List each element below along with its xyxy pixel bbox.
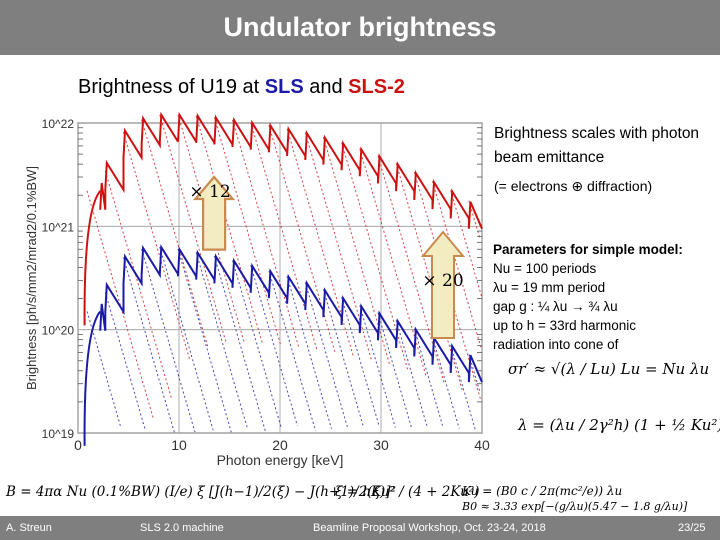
harmonic-curve	[322, 289, 364, 427]
ku-equation: Ku = (B0 c / 2π(mc²/e)) λu	[462, 484, 623, 498]
harmonic-curve	[195, 115, 264, 345]
harmonic-curve	[104, 292, 146, 430]
harmonic-curve	[468, 200, 481, 239]
harmonic-curve	[159, 114, 227, 344]
arrow-x20: × 20	[420, 230, 466, 339]
note-line1: Brightness scales with photon beam emitt…	[494, 125, 700, 166]
first-harmonic-sls	[83, 310, 102, 446]
arrow-x12-label: × 12	[189, 182, 230, 202]
y-tick-label: 10^22	[42, 117, 75, 131]
model-parameters: Parameters for simple model: Nu = 100 pe…	[493, 240, 715, 354]
slide-title-bar: Undulator brightness	[0, 0, 720, 55]
param-period-length: λu = 19 mm period	[493, 280, 606, 295]
slide-title: Undulator brightness	[223, 12, 497, 42]
param-periods: Nu = 100 periods	[493, 261, 597, 276]
harmonic-curve	[232, 260, 282, 429]
subtitle-sls2: SLS-2	[348, 76, 405, 98]
harmonic-curve	[123, 257, 176, 434]
subtitle-sls: SLS	[264, 76, 304, 98]
brightness-envelopes	[83, 111, 483, 446]
harmonic-curve	[195, 252, 248, 429]
x-tick-label: 20	[272, 437, 288, 453]
harmonic-curve	[450, 190, 483, 298]
y-tick-label: 10^21	[42, 220, 75, 234]
y-tick-label: 10^19	[42, 427, 75, 441]
harmonic-curve	[177, 248, 232, 433]
slide-footer: A. Streun SLS 2.0 machine Beamline Propo…	[0, 516, 720, 540]
b0-equation: B0 ≈ 3.33 exp[−(g/λu)(5.47 − 1.8 g/λu)]	[462, 500, 688, 513]
harmonic-curve	[86, 190, 155, 420]
emittance-note: Brightness scales with photon beam emitt…	[494, 122, 714, 198]
harmonic-curve	[413, 328, 444, 429]
formula-row: B = 4πα Nu (0.1%BW) (I/e) ξ [J(h−1)/2(ξ)…	[0, 474, 720, 514]
param-cone: radiation into cone of	[493, 337, 619, 352]
harmonic-curve	[432, 181, 482, 350]
param-gap: gap g : ¼ λu → ¾ λu	[493, 299, 618, 314]
harmonic-curve	[141, 119, 209, 349]
harmonic-curve	[359, 305, 396, 428]
footer-page: 23/25	[678, 522, 706, 534]
arrow-x12: × 12	[189, 175, 236, 251]
harmonic-curve	[232, 119, 300, 349]
harmonic-curve	[141, 248, 196, 433]
x-axis-label: Photon energy [keV]	[217, 452, 344, 468]
envelope-sls-2	[99, 111, 483, 230]
note-line2: (= electrons ⊕ diffraction)	[494, 178, 653, 194]
harmonic-curve	[395, 320, 428, 428]
brightness-chart: 0 10 20 30 40 10^19 10^20 10^21 10^22 Photon ene…	[24, 111, 490, 468]
footer-event: Beamline Proposal Workshop, Oct. 23-24, …	[313, 522, 546, 534]
harmonic-curve	[104, 170, 173, 400]
slide-subtitle: Brightness of U19 at SLS and SLS-2	[78, 76, 405, 99]
harmonic-curve	[250, 265, 298, 426]
arrow-x20-label: × 20	[422, 271, 463, 291]
brightness-equation: B = 4πα Nu (0.1%BW) (I/e) ξ [J(h−1)/2(ξ)…	[6, 484, 396, 500]
harmonic-curve	[468, 354, 481, 393]
footer-topic: SLS 2.0 machine	[140, 522, 224, 534]
y-axis-label: Brightness [ph/s/mm2/mrad2/0.1%BW]	[24, 166, 39, 390]
sigma-equation: σr′ ≈ √(λ / Lu) Lu = Nu λu	[508, 360, 710, 378]
harmonic-curve	[377, 312, 412, 428]
params-heading: Parameters for simple model:	[493, 242, 683, 257]
axis-ticks: 0 10 20 30 40 10^19 10^20 10^21 10^22	[42, 117, 490, 453]
harmonic-curve	[213, 117, 282, 347]
harmonic-curve	[123, 131, 191, 362]
first-harmonic-sls-2	[83, 190, 102, 326]
wavelength-equation: λ = (λu / 2γ²h) (1 + ½ Ku²)	[518, 416, 720, 434]
footer-author: A. Streun	[6, 522, 52, 534]
harmonic-curve	[450, 345, 476, 430]
x-tick-label: 0	[74, 437, 82, 453]
harmonic-curve	[286, 276, 332, 430]
envelope-sls	[99, 243, 483, 383]
xi-equation: ξ = hKu² / (4 + 2Ku²)	[335, 484, 480, 500]
harmonic-curve	[213, 255, 266, 432]
subtitle-prefix: Brightness of U19 at	[78, 76, 265, 98]
harmonic-curve	[268, 270, 317, 432]
harmonic-curve	[159, 246, 214, 431]
subtitle-and: and	[303, 76, 349, 98]
param-harmonic: up to h = 33rd harmonic	[493, 318, 636, 333]
x-tick-label: 30	[373, 437, 389, 453]
harmonic-curve	[177, 114, 246, 344]
x-tick-label: 40	[474, 437, 490, 453]
harmonic-curve	[250, 122, 318, 352]
harmonic-curve	[341, 297, 380, 428]
x-tick-label: 10	[171, 437, 187, 453]
y-tick-label: 10^20	[42, 324, 75, 338]
